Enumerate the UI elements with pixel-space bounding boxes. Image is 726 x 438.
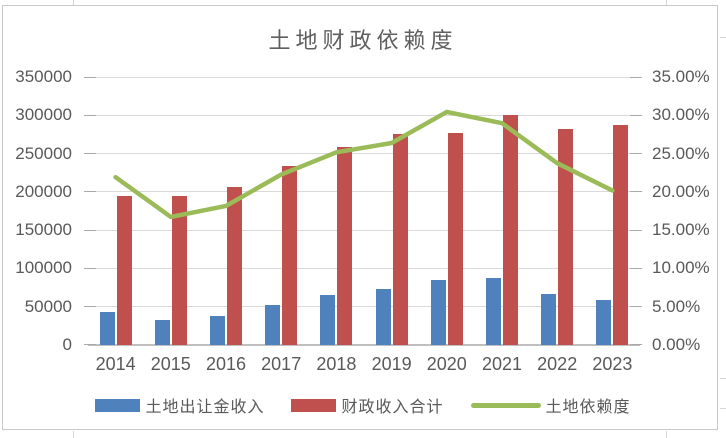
bar — [265, 304, 281, 345]
bar — [558, 129, 574, 345]
bar — [503, 114, 518, 345]
right-axis-tick — [630, 344, 642, 346]
y-axis-label: 150000 — [15, 220, 72, 240]
x-axis-label: 2020 — [426, 354, 467, 374]
bar — [596, 300, 612, 345]
bar — [210, 316, 225, 345]
x-axis-label: 2016 — [205, 354, 247, 374]
y2-axis-label: 20.00% — [652, 181, 710, 201]
y-axis-label: 100000 — [15, 258, 72, 278]
x-axis-label: 2015 — [150, 354, 191, 374]
legend-item-dependency: 土地依赖度 — [470, 393, 631, 417]
left-axis-tick — [84, 267, 96, 269]
x-axis-label: 2019 — [371, 354, 412, 374]
plot-gridline — [88, 306, 640, 308]
y2-axis-label: 15.00% — [652, 220, 710, 240]
bar — [171, 195, 187, 345]
right-axis-tick — [630, 153, 642, 154]
x-axis-label: 2022 — [537, 354, 578, 374]
excel-gridline — [720, 408, 726, 409]
bar — [430, 280, 446, 345]
left-axis-tick — [84, 153, 96, 154]
left-axis-tick — [84, 191, 96, 193]
excel-gridline — [666, 0, 667, 5]
bar — [282, 165, 298, 345]
bar — [375, 289, 391, 345]
y-axis-label: 200000 — [15, 181, 72, 201]
legend-swatch-fiscal-revenue — [291, 398, 337, 412]
bar — [337, 146, 353, 345]
legend-label: 财政收入合计 — [341, 399, 444, 416]
legend-label: 土地依赖度 — [545, 399, 631, 416]
y-axis-label: 300000 — [15, 105, 72, 125]
excel-gridline — [720, 37, 726, 38]
left-axis-tick — [84, 306, 96, 308]
y2-axis-label: 0.00% — [652, 334, 701, 354]
bar — [392, 134, 408, 345]
plot-gridline — [88, 267, 640, 269]
chart-legend: 土地出让金收入 财政收入合计 土地依赖度 — [0, 392, 726, 418]
legend-item-fiscal-revenue: 财政收入合计 — [291, 393, 443, 417]
y-axis-label: 0 — [62, 334, 72, 354]
chart-title: 土地财政依赖度 — [268, 28, 458, 53]
plot-gridline — [88, 76, 640, 78]
x-axis-label: 2021 — [481, 354, 523, 374]
legend-swatch-dependency-line — [470, 402, 541, 408]
bar — [227, 187, 242, 345]
bar — [320, 294, 336, 345]
bar — [447, 133, 463, 345]
plot-gridline — [88, 114, 640, 116]
excel-gridline — [73, 0, 74, 5]
excel-gridline — [666, 431, 667, 438]
x-axis-label: 2017 — [261, 354, 302, 374]
right-axis-tick — [630, 191, 642, 193]
right-axis-tick — [630, 76, 642, 78]
left-axis-tick — [84, 344, 96, 346]
plot-gridline — [88, 153, 640, 154]
legend-item-land-revenue: 土地出让金收入 — [95, 393, 264, 417]
right-axis-tick — [630, 229, 642, 231]
plot-gridline — [88, 191, 640, 193]
bar — [613, 124, 629, 345]
x-axis-line — [88, 343, 640, 346]
left-axis-tick — [84, 76, 96, 78]
bar — [154, 319, 170, 345]
y2-axis-label: 10.00% — [652, 258, 710, 278]
bar — [99, 312, 115, 345]
legend-swatch-land-revenue — [95, 398, 141, 412]
y2-axis-label: 30.00% — [652, 105, 710, 125]
y-axis-label: 350000 — [15, 67, 72, 86]
excel-gridline — [73, 431, 74, 438]
y2-axis-label: 35.00% — [652, 67, 710, 86]
left-axis-tick — [84, 114, 96, 116]
right-axis-tick — [630, 114, 642, 116]
y-axis-label: 250000 — [15, 143, 72, 163]
y2-axis-label: 5.00% — [652, 296, 701, 316]
plot-gridline — [88, 229, 640, 231]
legend-label: 土地出让金收入 — [145, 399, 265, 416]
right-axis-tick — [630, 267, 642, 269]
bar — [486, 278, 501, 345]
x-axis-label: 2023 — [592, 354, 633, 374]
right-axis-tick — [630, 306, 642, 308]
y2-axis-label: 25.00% — [652, 143, 710, 163]
x-axis-label: 2014 — [95, 354, 136, 374]
excel-gridline — [720, 378, 726, 379]
bar — [541, 293, 557, 345]
bar — [116, 196, 132, 345]
x-axis-label: 2018 — [316, 354, 357, 374]
y-axis-label: 50000 — [24, 296, 72, 316]
left-axis-tick — [84, 229, 96, 231]
